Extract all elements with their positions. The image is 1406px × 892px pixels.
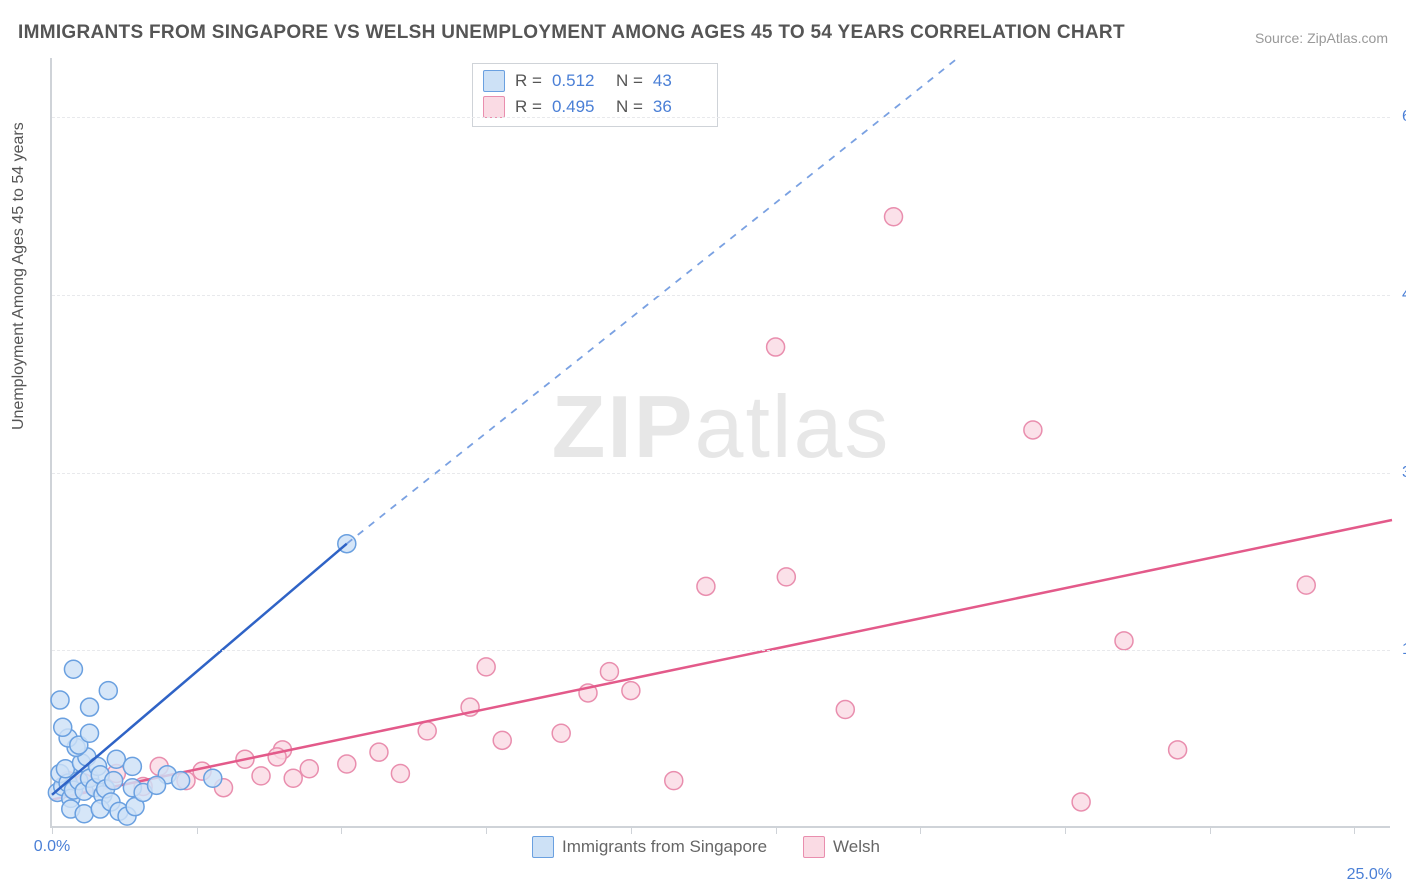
data-point: [99, 682, 117, 700]
trend-line: [52, 520, 1392, 800]
data-point: [1115, 632, 1133, 650]
plot-area: ZIPatlas R = 0.512 N = 43 R = 0.495 N = …: [50, 58, 1390, 828]
chart-title: IMMIGRANTS FROM SINGAPORE VS WELSH UNEMP…: [18, 22, 1125, 44]
legend-label-2: Welsh: [833, 837, 880, 857]
x-tick: [341, 826, 342, 834]
data-point: [1072, 793, 1090, 811]
data-point: [105, 772, 123, 790]
y-axis-title: Unemployment Among Ages 45 to 54 years: [10, 122, 28, 430]
data-point: [622, 682, 640, 700]
data-point: [493, 731, 511, 749]
data-point: [81, 724, 99, 742]
data-point: [391, 765, 409, 783]
data-point: [767, 338, 785, 356]
data-point: [64, 660, 82, 678]
data-point: [123, 757, 141, 775]
source-attribution: Source: ZipAtlas.com: [1255, 30, 1388, 46]
x-tick: [776, 826, 777, 834]
trend-line: [52, 544, 347, 795]
data-point: [148, 776, 166, 794]
gridline: [52, 117, 1390, 118]
data-point: [1024, 421, 1042, 439]
data-point: [777, 568, 795, 586]
x-tick: [486, 826, 487, 834]
data-point: [665, 772, 683, 790]
x-tick: [197, 826, 198, 834]
data-point: [54, 718, 72, 736]
legend-swatch-2: [803, 836, 825, 858]
data-point: [338, 755, 356, 773]
gridline: [52, 295, 1390, 296]
legend-label-1: Immigrants from Singapore: [562, 837, 767, 857]
x-origin-label: 0.0%: [34, 838, 70, 856]
x-tick: [1354, 826, 1355, 834]
legend-item-1: Immigrants from Singapore: [532, 836, 767, 858]
data-point: [552, 724, 570, 742]
data-point: [885, 208, 903, 226]
data-point: [418, 722, 436, 740]
data-point: [1169, 741, 1187, 759]
y-tick-label: 60.0%: [1394, 108, 1406, 126]
plot-svg: [52, 58, 1390, 826]
legend-swatch-1: [532, 836, 554, 858]
x-tick: [1210, 826, 1211, 834]
y-tick-label: 15.0%: [1394, 641, 1406, 659]
series-legend: Immigrants from Singapore Welsh: [532, 836, 880, 858]
y-tick-label: 45.0%: [1394, 286, 1406, 304]
data-point: [600, 663, 618, 681]
data-point: [81, 698, 99, 716]
data-point: [107, 750, 125, 768]
y-tick-label: 30.0%: [1394, 464, 1406, 482]
data-point: [300, 760, 318, 778]
data-point: [75, 805, 93, 823]
data-point: [204, 769, 222, 787]
x-tick: [920, 826, 921, 834]
gridline: [52, 473, 1390, 474]
legend-item-2: Welsh: [803, 836, 880, 858]
x-tick: [52, 826, 53, 834]
gridline: [52, 650, 1390, 651]
data-point: [1297, 576, 1315, 594]
data-point: [172, 772, 190, 790]
data-point: [697, 577, 715, 595]
data-point: [370, 743, 388, 761]
data-point: [252, 767, 270, 785]
data-point: [284, 769, 302, 787]
x-tick: [631, 826, 632, 834]
trend-line-dashed: [347, 58, 958, 544]
data-point: [836, 701, 854, 719]
data-point: [51, 691, 69, 709]
x-end-label: 25.0%: [1347, 866, 1392, 884]
x-tick: [1065, 826, 1066, 834]
data-point: [477, 658, 495, 676]
